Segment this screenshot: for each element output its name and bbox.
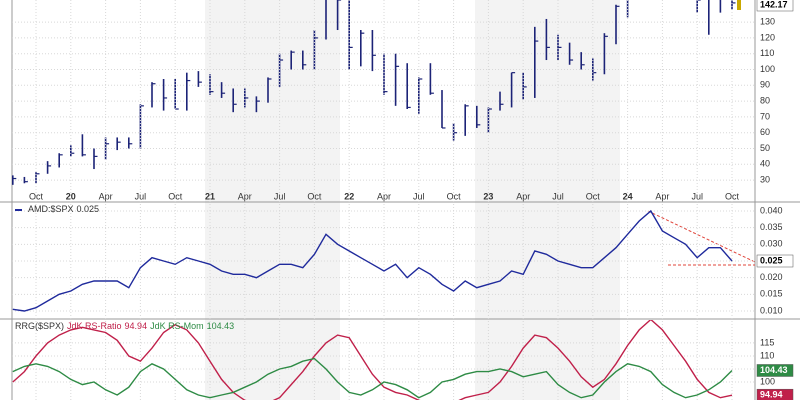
x-tick-label: Apr — [238, 191, 252, 201]
lines — [12, 320, 733, 400]
x-tick-label: Jul — [413, 191, 425, 201]
legend-name: JdK RS-Mom — [150, 321, 204, 331]
y-tick-label: 60 — [760, 127, 770, 137]
series-line — [12, 320, 733, 400]
indicator-name: RRG($SPX) — [15, 321, 64, 331]
x-tick-label: Jul — [691, 191, 703, 201]
y-tick-label: 0.020 — [760, 272, 783, 282]
y-tick-label: 90 — [760, 80, 770, 90]
x-tick-label: Oct — [447, 191, 462, 201]
series-line — [12, 209, 733, 312]
y-tick-label: 0.030 — [760, 239, 783, 249]
badge-label: 104.43 — [760, 365, 788, 375]
x-tick-label: Apr — [377, 191, 391, 201]
legend-name: AMD:$SPX — [28, 204, 74, 214]
legend-value: 0.025 — [77, 204, 100, 214]
x-tick-label: Apr — [516, 191, 530, 201]
y-tick-label: 110 — [760, 48, 774, 58]
value-badge: 104.43 — [756, 364, 794, 377]
x-tick-label: 21 — [205, 191, 215, 201]
badge-box — [756, 364, 794, 377]
x-tick-label: 23 — [483, 191, 493, 201]
legend: AMD:$SPX 0.025 — [28, 204, 99, 214]
price-bars — [12, 0, 736, 185]
y-tick-label: 40 — [760, 159, 770, 169]
y-tick-label: 100 — [760, 376, 775, 386]
badge-label: 94.94 — [760, 390, 783, 400]
y-tick-label: 120 — [760, 32, 775, 42]
legend-value: 94.94 — [125, 321, 148, 331]
value-badge: 142.17 — [756, 0, 794, 12]
badge-box — [756, 0, 794, 12]
x-tick-label: Apr — [655, 191, 669, 201]
plot-layer: 30 40 50 60 70 80 90 100 110 120 130 Oct 20 Apr Jul Oct… — [12, 0, 794, 400]
x-tick-label: Jul — [552, 191, 564, 201]
y-tick-label: 80 — [760, 95, 770, 105]
legend: RRG($SPX) JdK RS-Ratio 94.94 JdK RS-Mom 104.… — [15, 321, 234, 331]
marker — [737, 0, 741, 10]
year-band — [475, 0, 620, 400]
y-tick-label: 50 — [760, 143, 770, 153]
y-tick-label: 0.015 — [760, 289, 783, 299]
value-badge: 94.94 — [756, 388, 794, 400]
x-tick-label: Oct — [29, 191, 44, 201]
legend-name: JdK RS-Ratio — [67, 321, 122, 331]
x-tick-label: Apr — [99, 191, 113, 201]
x-tick-label: Jul — [274, 191, 286, 201]
x-tick-label: Oct — [725, 191, 740, 201]
lines — [12, 209, 733, 312]
y-tick-label: 115 — [760, 337, 774, 347]
y-tick-label: 100 — [760, 64, 775, 74]
x-tick-label: 20 — [66, 191, 76, 201]
x-tick-label: Oct — [168, 191, 183, 201]
x-tick-label: Jul — [135, 191, 147, 201]
badge-box — [756, 388, 794, 400]
y-tick-label: 0.040 — [760, 205, 783, 215]
badge-label: 142.17 — [760, 0, 788, 9]
badge-label: 0.025 — [760, 255, 783, 265]
y-tick-label: 0.035 — [760, 222, 783, 232]
x-tick-label: Oct — [586, 191, 601, 201]
y-tick-label: 30 — [760, 174, 770, 184]
x-tick-label: Oct — [307, 191, 322, 201]
y-tick-label: 0.010 — [760, 305, 783, 315]
y-tick-label: 70 — [760, 111, 770, 121]
legend-value: 104.43 — [207, 321, 235, 331]
badge-box — [756, 254, 794, 268]
x-tick-label: 24 — [623, 191, 633, 201]
y-tick-label: 130 — [760, 16, 775, 26]
series-line — [12, 357, 733, 399]
y-tick-label: 110 — [760, 350, 774, 360]
value-badge: 0.025 — [756, 254, 794, 268]
year-band — [205, 0, 340, 400]
x-tick-label: 22 — [344, 191, 354, 201]
